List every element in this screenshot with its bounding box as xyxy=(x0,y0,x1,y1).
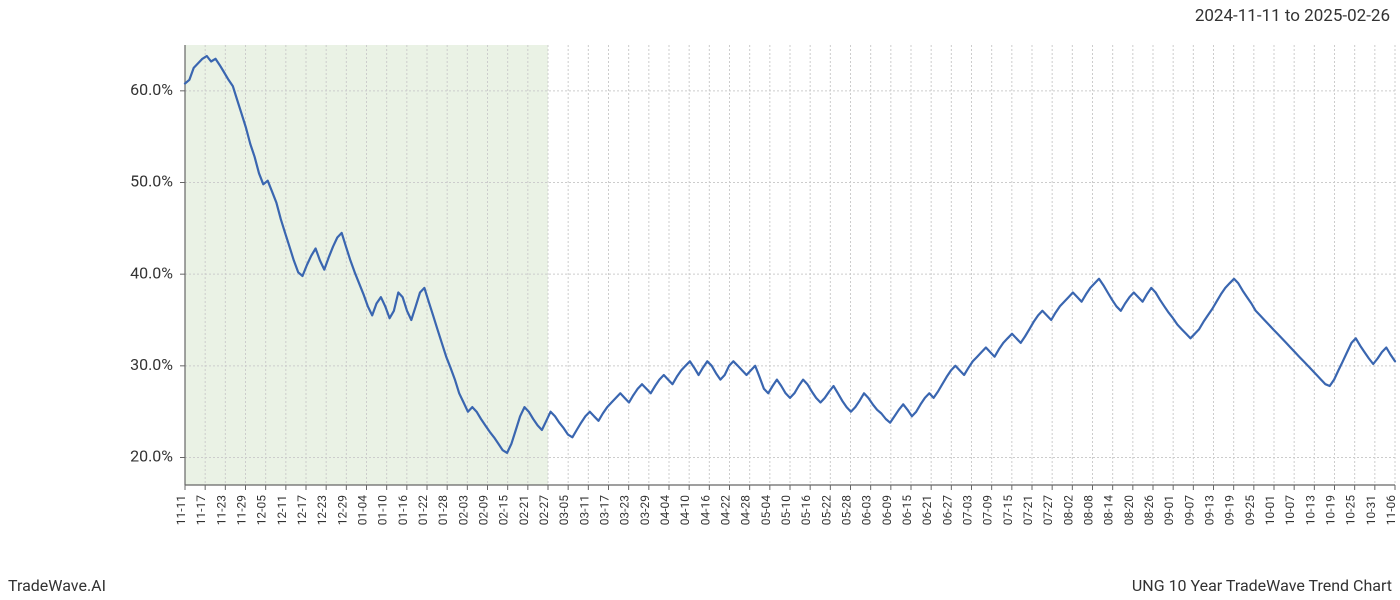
svg-text:05-10: 05-10 xyxy=(779,495,793,526)
svg-text:01-16: 01-16 xyxy=(396,495,410,526)
svg-text:10-01: 10-01 xyxy=(1263,495,1277,525)
svg-text:09-01: 09-01 xyxy=(1162,495,1176,525)
svg-text:08-08: 08-08 xyxy=(1082,495,1096,526)
svg-text:02-09: 02-09 xyxy=(477,495,491,525)
svg-text:40.0%: 40.0% xyxy=(130,263,173,282)
svg-text:10-19: 10-19 xyxy=(1324,495,1338,525)
svg-text:11-23: 11-23 xyxy=(214,495,228,525)
svg-text:07-03: 07-03 xyxy=(961,495,975,525)
svg-text:02-27: 02-27 xyxy=(537,495,551,526)
svg-text:04-10: 04-10 xyxy=(678,495,692,526)
trend-chart: 20.0% 30.0% 40.0% 50.0% 60.0% 11-11 11-17 11-23… xyxy=(0,35,1400,565)
svg-text:08-14: 08-14 xyxy=(1102,495,1116,526)
svg-text:03-29: 03-29 xyxy=(638,495,652,525)
svg-text:04-22: 04-22 xyxy=(719,495,733,526)
svg-text:05-28: 05-28 xyxy=(840,495,854,526)
svg-text:04-04: 04-04 xyxy=(658,495,672,526)
svg-text:09-25: 09-25 xyxy=(1243,495,1257,526)
footer-brand: TradeWave.AI xyxy=(8,576,106,595)
svg-text:06-03: 06-03 xyxy=(860,495,874,525)
svg-text:11-06: 11-06 xyxy=(1384,495,1398,526)
svg-text:11-11: 11-11 xyxy=(174,495,188,525)
svg-text:03-23: 03-23 xyxy=(618,495,632,525)
svg-text:30.0%: 30.0% xyxy=(130,355,173,374)
svg-text:06-21: 06-21 xyxy=(920,495,934,525)
svg-text:10-13: 10-13 xyxy=(1303,495,1317,525)
svg-text:02-15: 02-15 xyxy=(497,495,511,526)
svg-text:08-20: 08-20 xyxy=(1122,495,1136,526)
svg-text:07-15: 07-15 xyxy=(1001,495,1015,526)
svg-text:05-22: 05-22 xyxy=(819,495,833,526)
svg-text:12-29: 12-29 xyxy=(335,495,349,525)
svg-text:09-07: 09-07 xyxy=(1182,495,1196,526)
svg-text:05-16: 05-16 xyxy=(799,495,813,526)
svg-text:08-26: 08-26 xyxy=(1142,495,1156,526)
svg-text:07-27: 07-27 xyxy=(1041,495,1055,526)
svg-text:07-21: 07-21 xyxy=(1021,495,1035,525)
svg-text:12-05: 12-05 xyxy=(255,495,269,526)
svg-text:01-22: 01-22 xyxy=(416,495,430,526)
svg-text:05-04: 05-04 xyxy=(759,495,773,526)
svg-text:02-21: 02-21 xyxy=(517,495,531,525)
svg-text:01-10: 01-10 xyxy=(376,495,390,526)
svg-text:01-28: 01-28 xyxy=(436,495,450,526)
svg-text:11-29: 11-29 xyxy=(235,495,249,525)
date-range-label: 2024-11-11 to 2025-02-26 xyxy=(1195,6,1390,26)
svg-text:03-05: 03-05 xyxy=(557,495,571,526)
svg-text:03-11: 03-11 xyxy=(577,495,591,525)
svg-text:10-31: 10-31 xyxy=(1364,495,1378,525)
svg-text:10-25: 10-25 xyxy=(1344,495,1358,526)
svg-text:10-07: 10-07 xyxy=(1283,495,1297,526)
svg-text:12-23: 12-23 xyxy=(315,495,329,525)
svg-text:03-17: 03-17 xyxy=(598,495,612,526)
svg-text:12-17: 12-17 xyxy=(295,495,309,526)
svg-text:07-09: 07-09 xyxy=(981,495,995,525)
svg-text:09-13: 09-13 xyxy=(1203,495,1217,525)
svg-text:06-15: 06-15 xyxy=(900,495,914,526)
svg-text:06-09: 06-09 xyxy=(880,495,894,525)
svg-text:11-17: 11-17 xyxy=(194,495,208,526)
svg-text:09-19: 09-19 xyxy=(1223,495,1237,525)
svg-text:60.0%: 60.0% xyxy=(130,80,173,99)
svg-text:04-28: 04-28 xyxy=(739,495,753,526)
svg-text:04-16: 04-16 xyxy=(698,495,712,526)
svg-text:06-27: 06-27 xyxy=(940,495,954,526)
svg-text:20.0%: 20.0% xyxy=(130,447,173,466)
svg-text:12-11: 12-11 xyxy=(275,495,289,525)
chart-title: UNG 10 Year TradeWave Trend Chart xyxy=(1132,576,1392,595)
svg-text:08-02: 08-02 xyxy=(1061,495,1075,526)
svg-text:50.0%: 50.0% xyxy=(130,172,173,191)
svg-text:02-03: 02-03 xyxy=(456,495,470,525)
svg-text:01-04: 01-04 xyxy=(356,495,370,526)
